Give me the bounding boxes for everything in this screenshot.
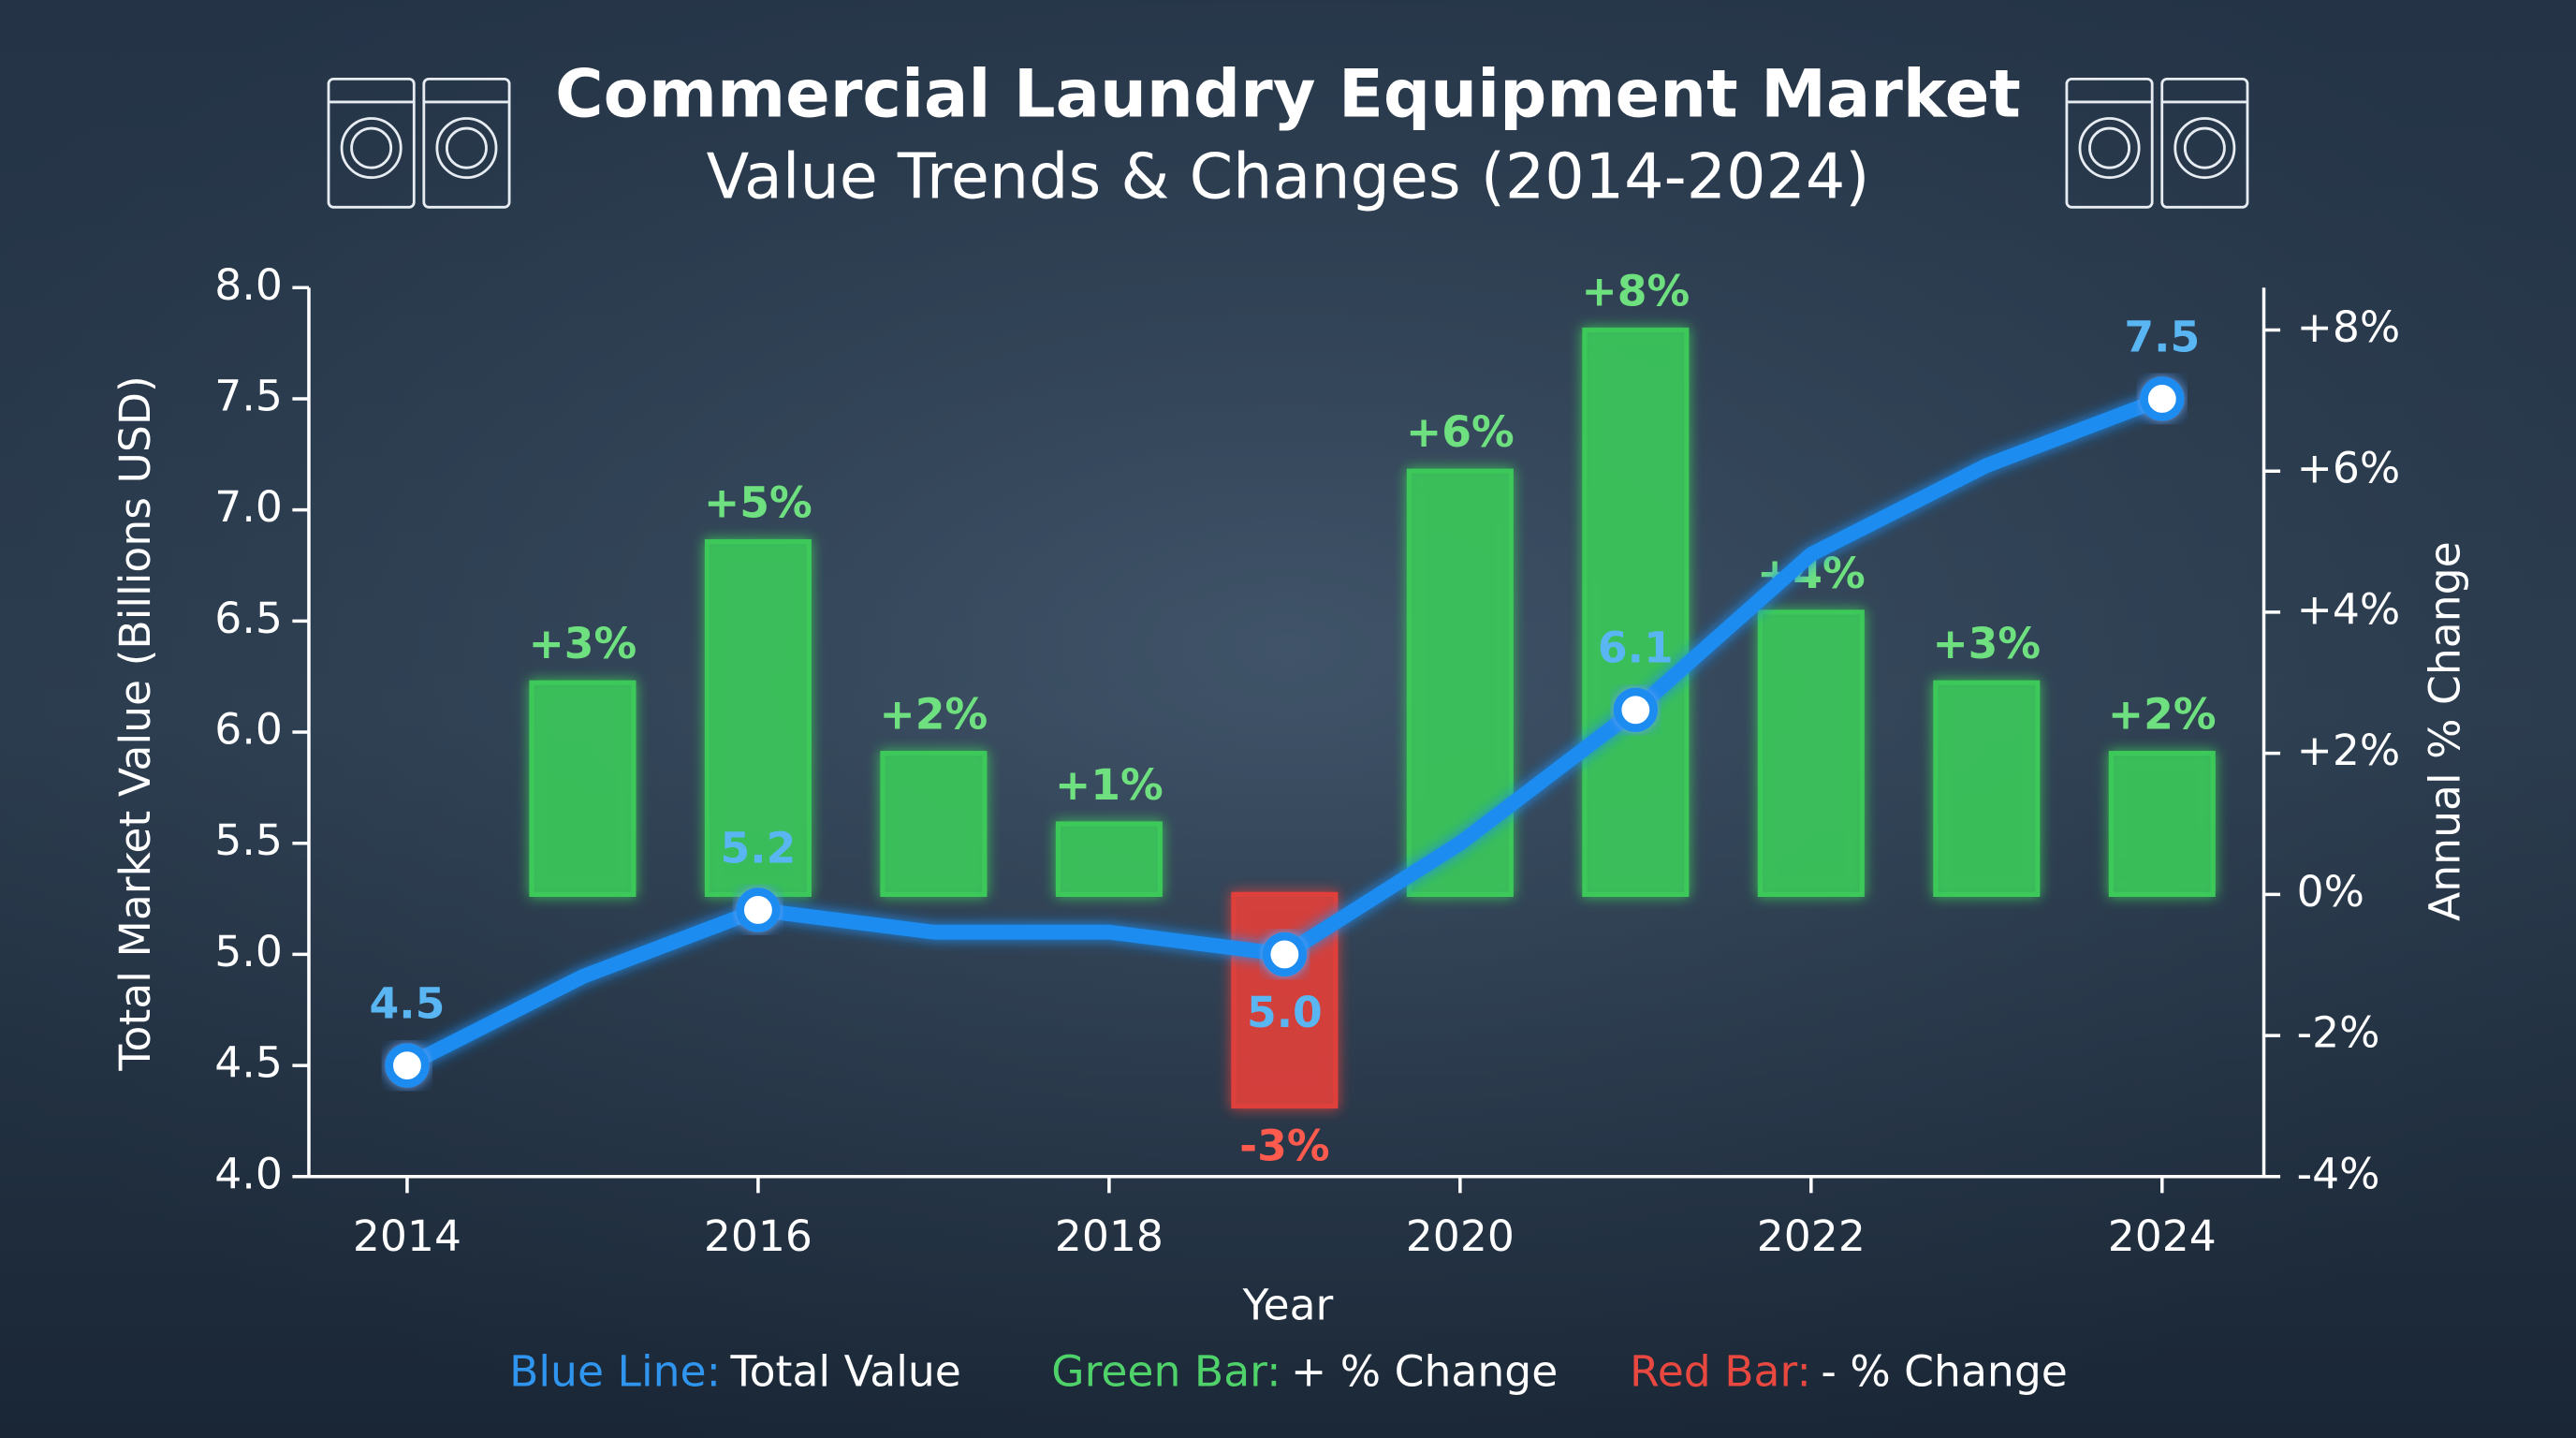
chart-subtitle: Value Trends & Changes (2014-2024) [707, 139, 1870, 213]
x-tick-label: 2020 [1406, 1211, 1515, 1261]
y-tick-label: 6.0 [214, 705, 283, 755]
y2-tick-label: +8% [2297, 302, 2401, 352]
line-point [736, 888, 781, 932]
y2-tick-label: +6% [2297, 444, 2401, 493]
x-tick-label: 2018 [1055, 1211, 1164, 1261]
washer-icons-left [327, 77, 511, 209]
y2-axis-label: Annual % Change [2421, 541, 2470, 921]
bar-value-label: -3% [1239, 1122, 1329, 1171]
bar-value-label: +6% [1406, 407, 1515, 457]
line-value-label: 5.2 [721, 823, 797, 873]
line-value-label: 5.0 [1247, 988, 1323, 1037]
washer-icons-right [2065, 77, 2249, 209]
x-tick-label: 2024 [2108, 1211, 2217, 1261]
y2-tick-label: -2% [2297, 1008, 2380, 1058]
legend-entry: Red Bar: - % Change [1630, 1346, 2068, 1396]
y2-tick-label: +2% [2297, 726, 2401, 775]
legend-label: + % Change [1291, 1346, 1558, 1396]
bar [1933, 680, 2041, 897]
bar [1055, 821, 1163, 897]
legend-key: Blue Line: [509, 1346, 721, 1396]
bar-value-label: +2% [880, 690, 988, 740]
y2-tick-label: +4% [2297, 584, 2401, 634]
bar [1582, 327, 1690, 897]
y-tick-label: 6.5 [214, 594, 283, 643]
bar-value-label: +5% [704, 477, 812, 527]
x-tick-label: 2022 [1757, 1211, 1866, 1261]
bar-value-label: +8% [1581, 266, 1690, 315]
bar-value-label: +1% [1055, 760, 1164, 810]
y-axis-label: Total Market Value (Billions USD) [110, 375, 160, 1071]
bar-value-label: +3% [1932, 619, 2041, 668]
legend-entry: Green Bar: + % Change [1051, 1346, 1558, 1396]
bar [880, 751, 988, 897]
line-point [1262, 932, 1308, 977]
y-tick-label: 5.0 [214, 927, 283, 976]
legend-label: - % Change [1821, 1346, 2068, 1396]
y2-tick-label: 0% [2297, 867, 2364, 917]
x-axis-label: Year [1242, 1281, 1334, 1330]
bar [1757, 609, 1865, 897]
y-tick-label: 4.5 [214, 1038, 283, 1088]
line-point [385, 1043, 430, 1088]
bar [529, 680, 637, 897]
chart-title: Commercial Laundry Equipment Market [555, 55, 2021, 132]
y-tick-label: 7.5 [214, 371, 283, 420]
line-point [1613, 687, 1659, 732]
bar [2108, 751, 2216, 897]
y-tick-label: 8.0 [214, 260, 283, 310]
line-value-label: 4.5 [370, 978, 446, 1028]
bar [1406, 468, 1514, 897]
line-point [2140, 376, 2185, 421]
legend-entry: Blue Line: Total Value [509, 1346, 961, 1396]
y-tick-label: 7.0 [214, 482, 283, 532]
x-tick-label: 2016 [704, 1211, 812, 1261]
x-tick-label: 2014 [353, 1211, 461, 1261]
y-tick-label: 4.0 [214, 1149, 283, 1198]
line-value-label: 7.5 [2124, 312, 2200, 361]
bar-value-label: +3% [529, 619, 637, 668]
bar [704, 538, 812, 897]
line-value-label: 6.1 [1598, 624, 1674, 673]
legend-label: Total Value [730, 1346, 961, 1396]
legend-key: Green Bar: [1051, 1346, 1281, 1396]
y2-tick-label: -4% [2297, 1149, 2380, 1198]
legend-key: Red Bar: [1630, 1346, 1811, 1396]
bar-value-label: +2% [2108, 690, 2217, 740]
y-tick-label: 5.5 [214, 815, 283, 865]
